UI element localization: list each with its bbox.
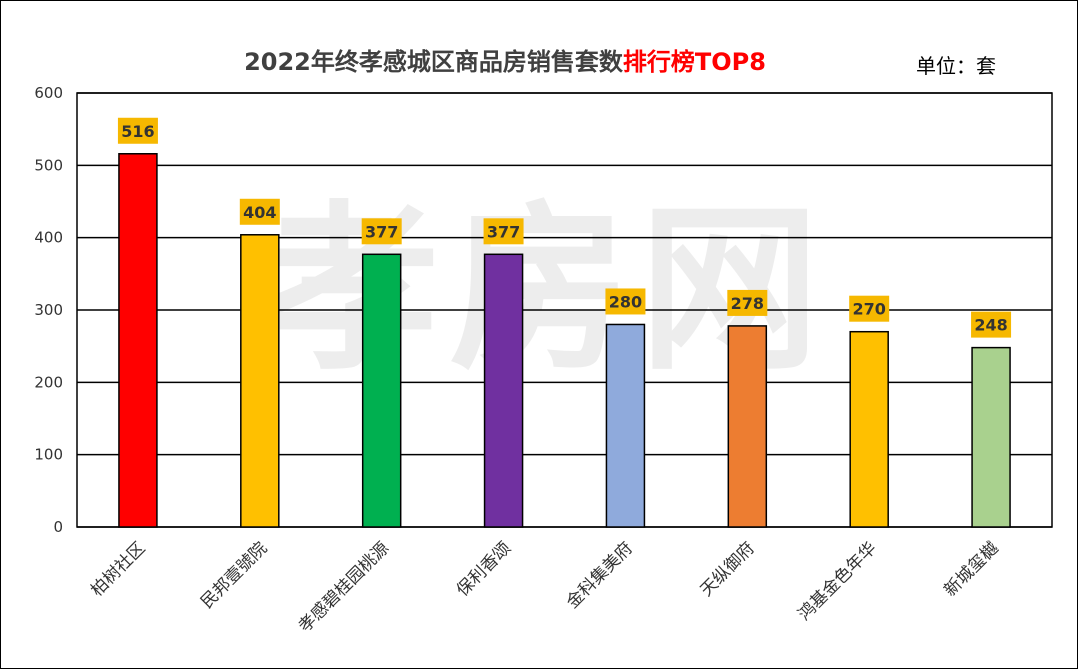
data-label: 516	[121, 122, 154, 141]
bar	[971, 346, 1011, 528]
data-label-bg	[971, 311, 1012, 338]
data-label-bg	[727, 289, 768, 316]
y-tick-label: 0	[53, 518, 63, 536]
bar	[849, 330, 889, 528]
data-label: 404	[243, 203, 276, 222]
y-tick-label: 100	[34, 446, 63, 464]
data-label: 248	[974, 316, 1007, 335]
bar	[727, 325, 768, 528]
bar	[605, 323, 646, 528]
unit-label: 单位：套	[916, 54, 996, 78]
y-tick-label: 600	[34, 84, 63, 102]
y-tick-label: 300	[34, 301, 63, 319]
data-label-bg	[117, 117, 158, 144]
chart-title: 2022年终孝感城区商品房销售套数排行榜TOP8	[0, 42, 1010, 77]
data-label: 377	[487, 222, 520, 241]
data-label-bg	[483, 218, 524, 245]
x-tick-label: 孝感碧桂园桃源	[295, 538, 393, 636]
x-tick-label: 民邦壹號院	[197, 538, 271, 612]
y-tick-label: 500	[34, 156, 63, 174]
bar	[118, 153, 158, 528]
data-label: 270	[852, 300, 885, 319]
x-tick-label: 柏树社区	[87, 538, 149, 600]
y-tick-label: 200	[34, 373, 63, 391]
plot-area	[76, 92, 1053, 528]
bar	[483, 253, 524, 528]
data-label-bg	[605, 288, 646, 315]
data-label: 280	[609, 292, 642, 311]
chart-title-main: 2022年终孝感城区商品房销售套数	[244, 48, 623, 76]
data-label-bg	[361, 218, 402, 245]
y-tick-label: 400	[34, 229, 63, 247]
watermark-text: 孝房网	[259, 186, 829, 395]
bar	[361, 253, 402, 528]
x-tick-label: 新城玺樾	[940, 538, 1002, 600]
data-label-bg	[849, 295, 890, 322]
bar	[240, 234, 280, 528]
x-tick-label: 天纵御府	[697, 538, 759, 600]
x-tick-label: 保利香颂	[453, 538, 515, 600]
x-tick-label: 金科集美府	[563, 538, 637, 612]
x-tick-label: 鸿基金色年华	[794, 538, 880, 624]
data-label: 278	[731, 294, 764, 313]
data-label-bg	[239, 198, 280, 225]
data-label: 377	[365, 222, 398, 241]
chart-title-highlight: 排行榜TOP8	[622, 48, 766, 76]
